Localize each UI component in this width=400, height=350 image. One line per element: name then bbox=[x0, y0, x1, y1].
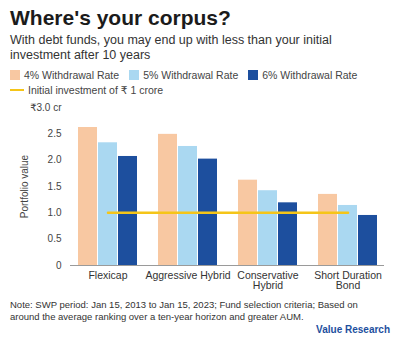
svg-text:Aggressive Hybrid: Aggressive Hybrid bbox=[145, 269, 230, 281]
svg-text:2.0: 2.0 bbox=[48, 154, 62, 165]
svg-text:Portfolio value: Portfolio value bbox=[19, 154, 30, 218]
svg-text:0: 0 bbox=[56, 260, 62, 271]
svg-text:Flexicap: Flexicap bbox=[88, 269, 127, 281]
svg-text:1.5: 1.5 bbox=[48, 181, 62, 192]
svg-text:2.5: 2.5 bbox=[48, 128, 62, 139]
svg-text:0.5: 0.5 bbox=[48, 233, 62, 244]
svg-text:₹3.0 cr: ₹3.0 cr bbox=[30, 102, 62, 113]
html-text:6% Withdrawal Rate: 6% Withdrawal Rate bbox=[262, 69, 358, 81]
html-text:4% Withdrawal Rate: 4% Withdrawal Rate bbox=[24, 69, 120, 81]
svg-text:1.0: 1.0 bbox=[48, 207, 62, 218]
html-text:With debt funds, you may end u: With debt funds, you may end up with les… bbox=[10, 33, 332, 62]
svg-text:ConservativeHybrid: ConservativeHybrid bbox=[237, 269, 298, 292]
html-text:Note: SWP period: Jan 15, 2013: Note: SWP period: Jan 15, 2013 to Jan 15… bbox=[10, 299, 358, 322]
svg-text:Short DurationBond: Short DurationBond bbox=[314, 269, 382, 292]
html-text:Where's your corpus?: Where's your corpus? bbox=[10, 6, 231, 29]
html-text:Value Research: Value Research bbox=[316, 324, 390, 335]
html-text:5% Withdrawal Rate: 5% Withdrawal Rate bbox=[143, 69, 239, 81]
html-text:Initial investment of ₹ 1 cror: Initial investment of ₹ 1 crore bbox=[28, 84, 164, 96]
